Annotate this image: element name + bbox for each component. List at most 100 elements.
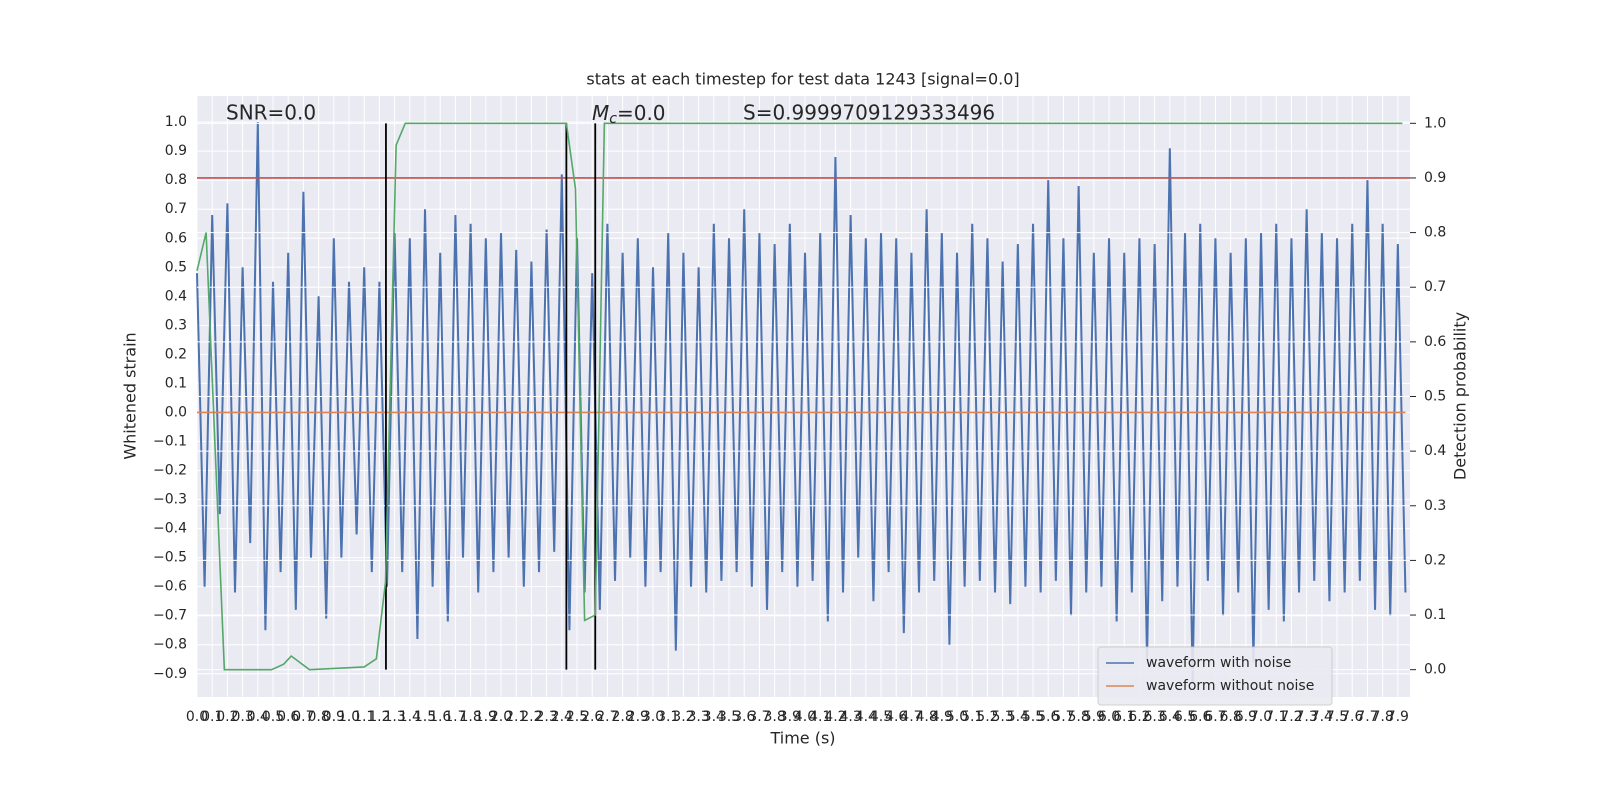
y2-tick-label: 0.7 — [1424, 279, 1446, 295]
x-tick-label: 3.8 — [763, 709, 785, 725]
x-tick-label: 1.5 — [414, 709, 436, 725]
x-tick-label: 5.4 — [1007, 709, 1029, 725]
x-tick-label: 4.4 — [855, 709, 877, 725]
x-tick-label: 1.6 — [429, 709, 451, 725]
annotation-part: c — [609, 111, 617, 127]
x-tick-label: 2.6 — [581, 709, 603, 725]
x-tick-label: 2.7 — [596, 709, 618, 725]
x-tick-label: 3.4 — [703, 709, 725, 725]
x-tick-label: 6.4 — [1159, 709, 1181, 725]
y2-tick-label: 0.0 — [1424, 662, 1446, 678]
x-tick-label: 4.9 — [931, 709, 953, 725]
y-tick-label: 0.5 — [165, 259, 187, 275]
x-tick-label: 6.9 — [1235, 709, 1257, 725]
legend-label: waveform without noise — [1146, 678, 1314, 694]
x-tick-label: 0.7 — [292, 709, 314, 725]
x-tick-label: 5.1 — [961, 709, 983, 725]
y-tick-label: −0.8 — [153, 637, 187, 653]
x-tick-label: 7.7 — [1356, 709, 1378, 725]
y-tick-label: −0.3 — [153, 492, 187, 508]
x-tick-label: 0.9 — [323, 709, 345, 725]
x-axis-label: Time (s) — [769, 729, 835, 748]
x-tick-label: 6.0 — [1098, 709, 1120, 725]
y-tick-label: 1.0 — [165, 114, 187, 130]
x-tick-label: 7.2 — [1280, 709, 1302, 725]
y-axis-label: Whitened strain — [121, 332, 140, 459]
y-tick-label: 0.1 — [165, 375, 187, 391]
y-tick-label: −0.2 — [153, 463, 187, 479]
x-tick-label: 2.2 — [520, 709, 542, 725]
y2-tick-label: 0.5 — [1424, 389, 1446, 405]
x-tick-label: 3.0 — [642, 709, 664, 725]
x-tick-label: 0.0 — [186, 709, 208, 725]
x-tick-label: 1.1 — [353, 709, 375, 725]
y2-tick-label: 0.3 — [1424, 498, 1446, 514]
x-tick-label: 4.6 — [885, 709, 907, 725]
y-tick-label: 0.0 — [165, 404, 187, 420]
x-tick-label: 7.4 — [1311, 709, 1333, 725]
x-tick-label: 2.1 — [505, 709, 527, 725]
x-tick-label: 5.9 — [1083, 709, 1105, 725]
x-tick-label: 3.6 — [733, 709, 755, 725]
x-tick-label: 6.1 — [1113, 709, 1135, 725]
x-tick-label: 6.6 — [1189, 709, 1211, 725]
x-tick-label: 1.4 — [399, 709, 421, 725]
x-tick-label: 5.2 — [976, 709, 998, 725]
y-tick-label: 0.9 — [165, 143, 187, 159]
y-tick-label: −0.6 — [153, 579, 187, 595]
x-tick-label: 5.0 — [946, 709, 968, 725]
x-tick-label: 0.5 — [262, 709, 284, 725]
x-tick-label: 6.7 — [1204, 709, 1226, 725]
x-tick-label: 7.3 — [1296, 709, 1318, 725]
x-tick-label: 0.4 — [247, 709, 269, 725]
x-tick-label: 1.3 — [383, 709, 405, 725]
y2-tick-label: 0.1 — [1424, 607, 1446, 623]
annotation: S=0.9999709129333496 — [743, 101, 995, 125]
y-tick-label: −0.4 — [153, 521, 187, 537]
x-tick-label: 2.3 — [535, 709, 557, 725]
x-tick-label: 1.8 — [459, 709, 481, 725]
series-line — [196, 122, 1403, 671]
x-tick-label: 5.7 — [1052, 709, 1074, 725]
y2-tick-label: 0.6 — [1424, 334, 1446, 350]
y-tick-label: 0.7 — [165, 201, 187, 217]
y2-tick-label: 1.0 — [1424, 115, 1446, 131]
series-line — [196, 122, 1407, 683]
x-tick-label: 6.2 — [1128, 709, 1150, 725]
x-tick-label: 0.3 — [231, 709, 253, 725]
x-tick-label: 3.7 — [748, 709, 770, 725]
x-tick-label: 7.8 — [1372, 709, 1394, 725]
x-tick-label: 6.3 — [1143, 709, 1165, 725]
x-tick-label: 2.8 — [611, 709, 633, 725]
annotation-part: =0.0 — [617, 101, 666, 125]
x-tick-label: 3.5 — [718, 709, 740, 725]
annotation-part: M — [592, 101, 609, 125]
y-tick-label: 0.3 — [165, 317, 187, 333]
x-tick-label: 1.2 — [368, 709, 390, 725]
y-tick-label: −0.5 — [153, 550, 187, 566]
x-tick-label: 1.9 — [475, 709, 497, 725]
x-tick-label: 4.1 — [809, 709, 831, 725]
x-tick-label: 3.3 — [687, 709, 709, 725]
y-tick-label: 0.6 — [165, 230, 187, 246]
x-tick-label: 4.7 — [900, 709, 922, 725]
x-tick-label: 3.9 — [779, 709, 801, 725]
y2-tick-label: 0.8 — [1424, 225, 1446, 241]
legend-label: waveform with noise — [1146, 655, 1291, 671]
x-tick-label: 5.6 — [1037, 709, 1059, 725]
x-tick-label: 6.8 — [1220, 709, 1242, 725]
x-tick-label: 7.9 — [1387, 709, 1409, 725]
x-tick-label: 2.9 — [627, 709, 649, 725]
x-tick-label: 1.0 — [338, 709, 360, 725]
x-tick-label: 5.5 — [1022, 709, 1044, 725]
x-tick-label: 1.7 — [444, 709, 466, 725]
x-tick-label: 7.1 — [1265, 709, 1287, 725]
y-tick-label: 0.4 — [165, 288, 187, 304]
x-tick-label: 4.8 — [915, 709, 937, 725]
x-tick-label: 3.2 — [672, 709, 694, 725]
y-tick-label: −0.9 — [153, 666, 187, 682]
chart-title: stats at each timestep for test data 124… — [586, 70, 1019, 89]
x-tick-label: 5.8 — [1067, 709, 1089, 725]
annotation: SNR=0.0 — [226, 101, 316, 125]
